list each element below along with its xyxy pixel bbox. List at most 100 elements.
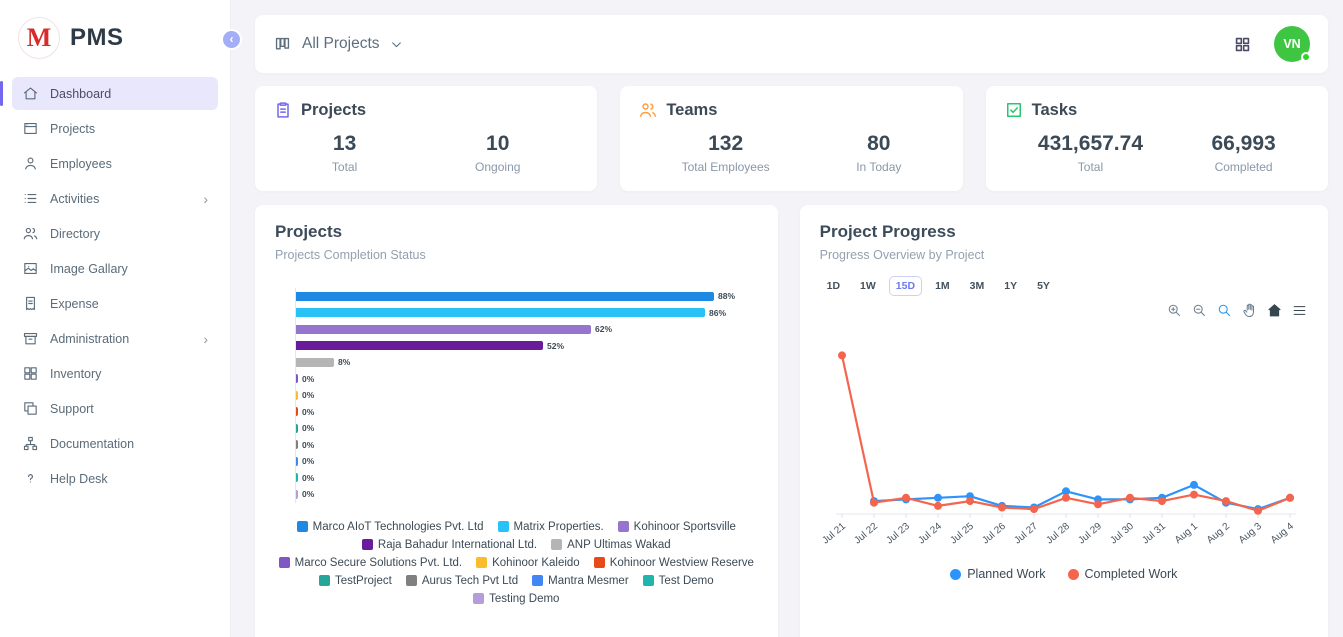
legend-item[interactable]: Kohinoor Sportsville [617, 521, 736, 533]
stat-card-tasks: Tasks 431,657.74 Total 66,993 Completed [985, 86, 1328, 191]
legend-item-planned-work[interactable]: Planned Work [950, 567, 1046, 581]
bar-value-label: 0% [302, 406, 315, 417]
svg-text:Aug 4: Aug 4 [1268, 521, 1295, 547]
bar-row: 0% [296, 437, 758, 454]
stat-card-title: Tasks [1031, 100, 1078, 119]
range-button-1y[interactable]: 1Y [997, 276, 1024, 296]
pan-icon[interactable] [1241, 302, 1258, 319]
range-button-15d[interactable]: 15D [888, 276, 923, 296]
bar [296, 324, 591, 334]
sidebar-item-image-gallary[interactable]: Image Gallary [12, 252, 218, 285]
svg-text:Aug 3: Aug 3 [1236, 521, 1263, 547]
legend-item[interactable]: Marco Secure Solutions Pvt. Ltd. [278, 557, 462, 569]
bar [296, 374, 298, 384]
sidebar-item-dashboard[interactable]: Dashboard [0, 77, 218, 110]
stats-row: Projects 13 Total 10 Ongoing Teams 132 T… [255, 86, 1328, 191]
kanban-icon [273, 35, 292, 54]
sidebar-item-label: Help Desk [50, 471, 108, 486]
bar-row: 0% [296, 486, 758, 503]
zoom-in-icon[interactable] [1166, 302, 1183, 319]
sidebar-item-label: Employees [50, 156, 112, 171]
sidebar-item-help-desk[interactable]: Help Desk [12, 462, 218, 495]
apps-grid-button[interactable] [1233, 35, 1252, 54]
sidebar-item-administration[interactable]: Administration › [12, 322, 218, 355]
bar-value-label: 88% [718, 291, 736, 302]
avatar[interactable]: VN [1274, 26, 1311, 62]
projects-panel: Projects Projects Completion Status 88% 8… [255, 205, 778, 637]
apps-grid-icon [1235, 37, 1250, 51]
svg-text:Aug 1: Aug 1 [1172, 521, 1199, 547]
range-button-1d[interactable]: 1D [820, 276, 847, 296]
range-button-3m[interactable]: 3M [963, 276, 992, 296]
sidebar-item-projects[interactable]: Projects [12, 112, 218, 145]
zoom-out-icon[interactable] [1191, 302, 1208, 319]
legend-item[interactable]: Raja Bahadur International Ltd. [361, 538, 538, 551]
legend-label: Aurus Tech Pvt Ltd [421, 574, 519, 587]
metric-in-today: 80 In Today [856, 132, 901, 174]
menu-icon[interactable] [1291, 302, 1308, 319]
sidebar-item-documentation[interactable]: Documentation [12, 427, 218, 460]
bar-value-label: 0% [302, 423, 315, 434]
selection-zoom-icon[interactable] [1216, 302, 1233, 319]
sidebar-item-inventory[interactable]: Inventory [12, 357, 218, 390]
bar-row: 62% [296, 321, 758, 338]
legend-swatch [318, 575, 330, 586]
legend-item[interactable]: Test Demo [642, 574, 714, 587]
sidebar-item-support[interactable]: Support [12, 392, 218, 425]
sidebar-item-employees[interactable]: Employees [12, 147, 218, 180]
bar [296, 473, 298, 483]
bar-row: 0% [296, 420, 758, 437]
legend-label: Marco AIoT Technologies Pvt. Ltd [312, 520, 484, 533]
legend-item-completed-work[interactable]: Completed Work [1067, 567, 1178, 581]
project-selector-dropdown[interactable]: All Projects [273, 35, 403, 54]
legend-item[interactable]: TestProject [318, 575, 392, 587]
bar [296, 341, 543, 351]
legend-label: Completed Work [1084, 567, 1178, 581]
legend-swatch [278, 557, 290, 568]
metric-total: 431,657.74 Total [1038, 132, 1143, 174]
progress-line-legend: Planned Work Completed Work [820, 567, 1308, 581]
legend-item[interactable]: Testing Demo [473, 593, 559, 605]
legend-item[interactable]: Matrix Properties. [497, 521, 604, 533]
logo[interactable]: M PMS [0, 0, 230, 71]
legend-label: Test Demo [658, 574, 714, 587]
range-button-5y[interactable]: 5Y [1030, 276, 1057, 296]
progress-panel: Project Progress Progress Overview by Pr… [799, 205, 1328, 637]
svg-text:Jul 24: Jul 24 [916, 521, 944, 547]
stat-card-title: Teams [666, 100, 718, 119]
metric-value: 66,993 [1211, 132, 1276, 155]
legend-item[interactable]: Kohinoor Westview Reserve [593, 557, 754, 569]
sidebar-item-expense[interactable]: Expense [12, 287, 218, 320]
legend-item[interactable]: Marco AIoT Technologies Pvt. Ltd [296, 520, 484, 533]
legend-item[interactable]: Mantra Mesmer [532, 575, 629, 587]
legend-item[interactable]: ANP Ultimas Wakad [551, 539, 671, 551]
projects-bar-chart: 88% 86% 62% 52% 8% 0% 0% 0% 0% 0% 0% 0% 0% [295, 288, 758, 503]
legend-label: Raja Bahadur International Ltd. [377, 538, 538, 551]
bar-value-label: 8% [338, 357, 351, 368]
range-button-1m[interactable]: 1M [928, 276, 957, 296]
legend-label: Mantra Mesmer [548, 574, 629, 587]
sidebar-item-label: Projects [50, 121, 96, 136]
home-icon[interactable] [1266, 302, 1283, 319]
svg-text:Jul 28: Jul 28 [1044, 521, 1072, 547]
range-button-1w[interactable]: 1W [853, 276, 883, 296]
legend-item[interactable]: Kohinoor Kaleido [476, 557, 580, 569]
bar-row: 0% [296, 453, 758, 470]
help-icon [22, 470, 39, 487]
sidebar-collapse-button[interactable]: ‹ [221, 29, 242, 50]
stat-card-projects: Projects 13 Total 10 Ongoing [255, 86, 598, 191]
legend-label: Testing Demo [489, 592, 560, 605]
bar-value-label: 0% [302, 390, 315, 401]
bar-row: 88% [296, 288, 758, 305]
projects-bar-legend: Marco AIoT Technologies Pvt. Ltd Matrix P… [277, 521, 755, 605]
legend-item[interactable]: Aurus Tech Pvt Ltd [405, 574, 519, 587]
range-selector: 1D 1W 15D 1M 3M 1Y 5Y [820, 276, 1308, 296]
sitemap-icon [22, 435, 39, 452]
bar [296, 291, 714, 301]
legend-label: ANP Ultimas Wakad [567, 538, 671, 551]
sidebar-item-label: Administration [50, 331, 130, 346]
sidebar-item-activities[interactable]: Activities › [12, 182, 218, 215]
sidebar-item-directory[interactable]: Directory [12, 217, 218, 250]
bar [296, 407, 298, 417]
metric-value: 132 [708, 132, 744, 155]
